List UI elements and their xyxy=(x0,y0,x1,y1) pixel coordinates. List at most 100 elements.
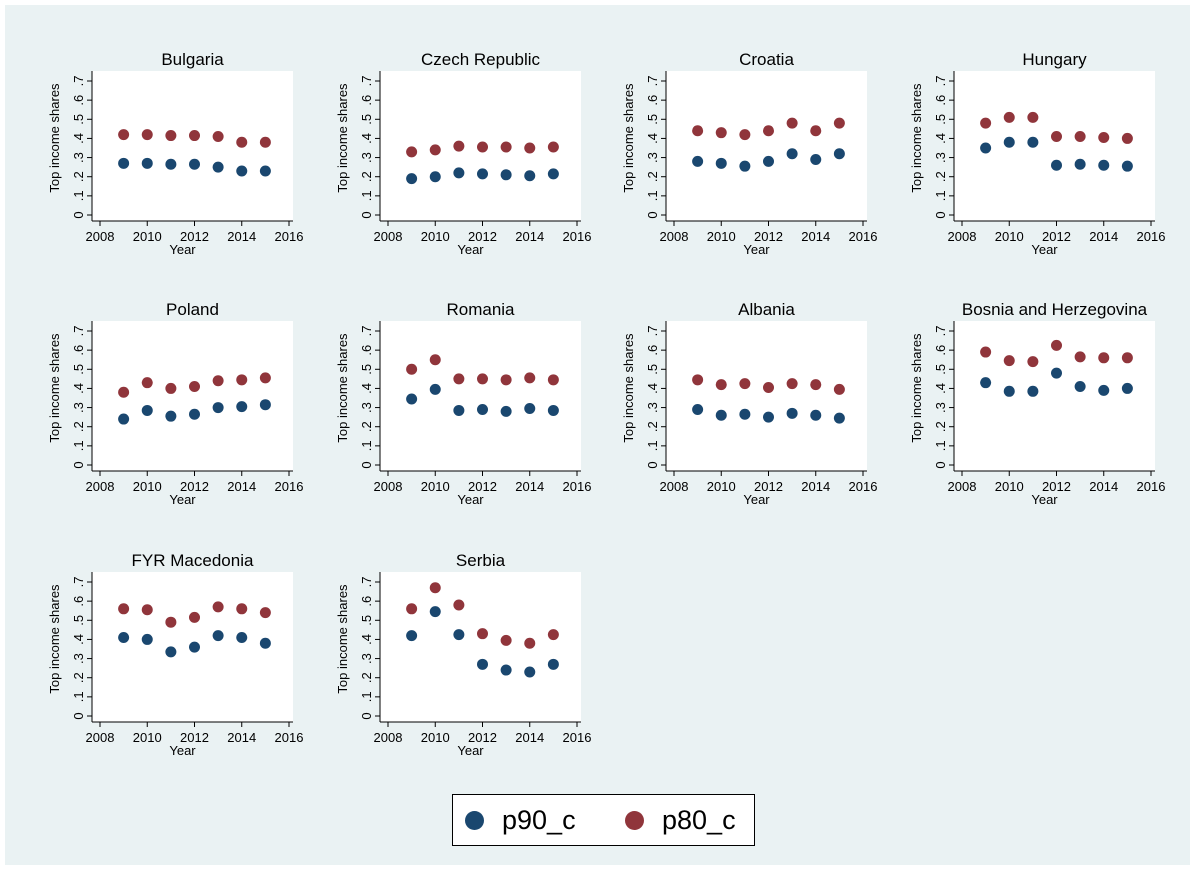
y-tick-label: .7 xyxy=(933,326,948,337)
point-p80_c xyxy=(189,130,200,142)
y-tick-label: .5 xyxy=(359,615,374,626)
point-p90_c xyxy=(1121,160,1133,172)
y-tick-label: .2 xyxy=(359,421,374,432)
y-tick-label: .4 xyxy=(71,383,86,394)
point-p90_c xyxy=(1074,381,1086,393)
panel-title: Bosnia and Herzegovina xyxy=(962,300,1148,319)
x-tick-label: 2016 xyxy=(275,479,304,494)
point-p80_c xyxy=(236,374,248,386)
legend: p90_c p80_c xyxy=(452,794,755,846)
x-tick-label: 2014 xyxy=(801,479,830,494)
y-tick-label: .7 xyxy=(933,76,948,87)
x-tick-label: 2016 xyxy=(849,479,878,494)
y-tick-label: 0 xyxy=(933,461,948,468)
y-tick-label: .2 xyxy=(71,672,86,683)
point-p90_c xyxy=(1027,385,1039,397)
point-p90_c xyxy=(429,171,441,183)
x-tick-label: 2012 xyxy=(180,229,209,244)
x-axis-label: Year xyxy=(1031,242,1058,257)
point-p90_c xyxy=(429,606,441,618)
point-p90_c xyxy=(118,413,130,425)
point-p90_c xyxy=(1098,159,1110,171)
y-tick-label: .3 xyxy=(933,402,948,413)
x-tick-label: 2012 xyxy=(754,479,783,494)
y-tick-label: 0 xyxy=(359,211,374,218)
y-tick-label: .2 xyxy=(359,171,374,182)
point-p80_c xyxy=(189,381,200,393)
x-tick-label: 2016 xyxy=(849,229,878,244)
y-tick-label: .1 xyxy=(933,440,948,451)
point-p90_c xyxy=(453,167,465,179)
x-tick-label: 2008 xyxy=(948,229,977,244)
legend-marker-p80 xyxy=(625,810,644,830)
y-tick-label: .5 xyxy=(645,114,660,125)
point-p90_c xyxy=(715,157,727,169)
y-tick-label: .6 xyxy=(71,596,86,607)
x-tick-label: 2012 xyxy=(468,730,497,745)
point-p80_c xyxy=(477,628,488,640)
point-p80_c xyxy=(429,144,441,156)
x-tick-label: 2016 xyxy=(563,479,592,494)
y-tick-label: .3 xyxy=(645,152,660,163)
point-p80_c xyxy=(833,383,845,395)
point-p90_c xyxy=(118,632,130,644)
point-p80_c xyxy=(141,604,153,616)
point-p90_c xyxy=(980,377,992,389)
point-p90_c xyxy=(259,165,271,177)
panel-2: Croatia 2008 2010 2012 2014 2016 Year 0 .1 .2 .3 .4… xyxy=(621,50,877,257)
point-p90_c xyxy=(212,402,224,414)
point-p80_c xyxy=(1003,355,1015,367)
point-p90_c xyxy=(1074,158,1086,170)
x-tick-label: 2008 xyxy=(86,479,115,494)
panel-9: Serbia 2008 2010 2012 2014 2016 Year 0 .1 .2 .3 .4.… xyxy=(335,551,591,758)
panel-4: Poland 2008 2010 2012 2014 2016 Year 0 .1 .2 .3 .4.… xyxy=(47,300,303,507)
point-p80_c xyxy=(259,372,271,384)
point-p90_c xyxy=(141,157,153,169)
point-p80_c xyxy=(715,127,727,139)
panel-7: Bosnia and Herzegovina 2008 2010 2012 2014 20… xyxy=(909,300,1165,507)
x-tick-label: 2012 xyxy=(468,229,497,244)
x-tick-label: 2016 xyxy=(1137,229,1166,244)
x-tick-label: 2012 xyxy=(180,730,209,745)
x-tick-label: 2010 xyxy=(133,229,162,244)
y-tick-label: .1 xyxy=(71,691,86,702)
point-p90_c xyxy=(141,404,153,416)
y-tick-label: .7 xyxy=(71,326,86,337)
point-p80_c xyxy=(1003,111,1015,123)
y-tick-label: .6 xyxy=(359,345,374,356)
x-tick-label: 2014 xyxy=(515,730,544,745)
panel-title: Serbia xyxy=(456,551,506,570)
x-tick-label: 2016 xyxy=(275,730,304,745)
point-p80_c xyxy=(165,130,177,142)
point-p80_c xyxy=(547,629,559,641)
legend-item-p90: p90_c xyxy=(465,795,576,845)
point-p80_c xyxy=(189,611,200,623)
point-p90_c xyxy=(236,165,248,177)
point-p90_c xyxy=(739,160,751,172)
point-p80_c xyxy=(1027,111,1039,123)
point-p90_c xyxy=(980,142,992,154)
y-tick-label: .7 xyxy=(71,577,86,588)
point-p80_c xyxy=(692,125,704,137)
point-p80_c xyxy=(477,373,488,385)
y-tick-label: .4 xyxy=(933,383,948,394)
point-p90_c xyxy=(547,658,559,670)
point-p80_c xyxy=(1027,356,1039,368)
plot-area xyxy=(666,321,867,471)
y-tick-label: .1 xyxy=(645,440,660,451)
point-p80_c xyxy=(763,381,774,393)
point-p80_c xyxy=(1121,132,1133,144)
y-tick-label: .6 xyxy=(359,596,374,607)
y-tick-label: .2 xyxy=(71,171,86,182)
x-tick-label: 2014 xyxy=(801,229,830,244)
point-p90_c xyxy=(739,408,751,420)
x-tick-label: 2014 xyxy=(1089,229,1118,244)
y-axis-label: Top income shares xyxy=(47,333,62,443)
panel-title: Albania xyxy=(738,300,795,319)
y-tick-label: .2 xyxy=(359,672,374,683)
point-p80_c xyxy=(118,386,130,398)
point-p90_c xyxy=(189,641,200,653)
point-p90_c xyxy=(786,148,798,160)
point-p90_c xyxy=(236,401,248,413)
y-tick-label: .5 xyxy=(933,364,948,375)
